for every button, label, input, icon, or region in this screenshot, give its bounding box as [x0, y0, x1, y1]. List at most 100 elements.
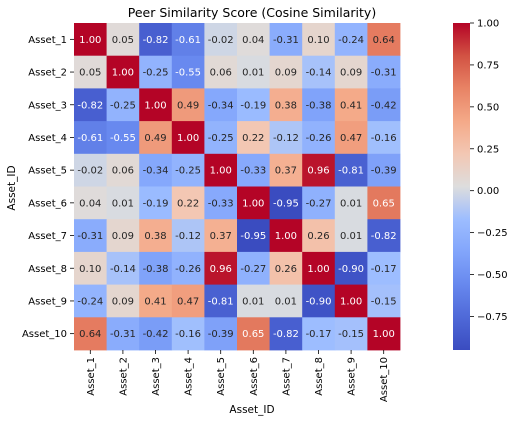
cell-value-label: 0.65 [373, 198, 395, 209]
cell-value-label: 0.22 [242, 133, 264, 144]
cell-value-label: -0.19 [143, 198, 169, 209]
cell-value-label: -0.14 [110, 264, 136, 275]
heatmap-cell [204, 55, 238, 89]
row-tick-label: Asset_10 [22, 329, 67, 340]
heatmap-cell [367, 23, 401, 57]
heatmap-cell [367, 121, 401, 155]
colorbar [453, 23, 470, 350]
heatmap-cell [139, 186, 173, 220]
heatmap-cell [334, 153, 368, 187]
cell-value-label: 1.00 [112, 68, 134, 79]
cell-value-label: -0.26 [175, 264, 201, 275]
colorbar-tick-label: 0.00 [477, 186, 499, 197]
row-tick-label: Asset_8 [28, 264, 67, 275]
heatmap-cell [171, 23, 205, 57]
cell-value-label: 1.00 [275, 231, 297, 242]
cell-value-label: 0.05 [112, 35, 134, 46]
cell-value-label: 0.49 [177, 100, 199, 111]
heatmap-cell [269, 251, 303, 285]
heatmap-cell [204, 88, 238, 122]
heatmap-cell [237, 251, 270, 285]
cell-value-label: 0.41 [144, 296, 166, 307]
heatmap-cell [334, 88, 368, 122]
heatmap-cell [204, 23, 238, 57]
heatmap-cell [334, 55, 368, 89]
row-tick-label: Asset_9 [28, 296, 67, 307]
cell-value-label: -0.81 [338, 166, 364, 177]
heatmap-cell [106, 121, 140, 155]
heatmap-cell [171, 121, 205, 155]
heatmap-cell [139, 88, 173, 122]
cell-value-label: -0.25 [208, 133, 234, 144]
cell-value-label: 0.06 [210, 68, 232, 79]
heatmap-cell [302, 219, 336, 253]
cell-value-label: -0.27 [240, 264, 266, 275]
cell-value-label: -0.39 [208, 329, 234, 340]
heatmap-cell [367, 317, 401, 351]
heatmap-cell [269, 121, 303, 155]
cell-value-label: 1.00 [340, 296, 362, 307]
cell-value-label: -0.31 [371, 68, 397, 79]
heatmap-cell [139, 153, 173, 187]
cell-value-label: 0.10 [307, 35, 329, 46]
row-tick-label: Asset_6 [28, 198, 67, 209]
cell-value-label: -0.15 [371, 296, 397, 307]
heatmap-cell [367, 55, 401, 89]
cell-value-label: 0.09 [112, 231, 134, 242]
cell-value-label: -0.24 [338, 35, 364, 46]
heatmap-cell [302, 153, 336, 187]
column-tick-label: Asset_1 [86, 357, 97, 396]
heatmap-cell [302, 55, 336, 89]
heatmap-cell [237, 317, 270, 351]
heatmap-cell [237, 186, 270, 220]
colorbar-tick-label: 0.50 [477, 102, 499, 113]
row-tick-labels: Asset_1 Asset_2 Asset_3 Asset_4 Asset_5 Asset… [22, 35, 74, 340]
row-tick-label: Asset_3 [28, 100, 67, 111]
heatmap-cell [171, 153, 205, 187]
cell-value-label: -0.17 [371, 264, 397, 275]
heatmap-cell [237, 23, 270, 57]
cell-value-label: -0.12 [175, 231, 201, 242]
heatmap-cell [171, 284, 205, 318]
heatmap-cell [302, 317, 336, 351]
heatmap-cell [367, 88, 401, 122]
cell-value-label: -0.16 [371, 133, 397, 144]
heatmap-cell [367, 219, 401, 253]
heatmap-cell [204, 121, 238, 155]
heatmap-cell [74, 121, 107, 155]
heatmap-cell [269, 186, 303, 220]
cell-value-label: 0.65 [242, 329, 264, 340]
cell-value-label: 0.37 [210, 231, 232, 242]
cell-value-label: -0.16 [175, 329, 201, 340]
cell-value-label: 1.00 [307, 264, 329, 275]
heatmap-cell [334, 284, 368, 318]
column-tick-label: Asset_9 [347, 357, 358, 396]
cell-value-label: 1.00 [242, 198, 264, 209]
cell-value-label: -0.39 [371, 166, 397, 177]
column-tick-label: Asset_4 [184, 357, 195, 396]
cell-value-label: -0.82 [143, 35, 169, 46]
heatmap-cell [171, 317, 205, 351]
colorbar-tick-label: −0.25 [477, 228, 508, 239]
cell-value-label: -0.90 [306, 296, 332, 307]
cell-value-label: 0.96 [307, 166, 329, 177]
cell-value-label: -0.55 [175, 68, 201, 79]
heatmap-cell [269, 55, 303, 89]
heatmap-cell [367, 251, 401, 285]
cell-value-label: 0.01 [242, 296, 264, 307]
cell-value-label: -0.95 [273, 198, 299, 209]
heatmap-cell [204, 186, 238, 220]
heatmap-cell [74, 55, 107, 89]
heatmap-cell [302, 251, 336, 285]
cell-value-label: 0.96 [210, 264, 232, 275]
cell-value-label: 0.37 [275, 166, 297, 177]
cell-value-label: -0.55 [110, 133, 136, 144]
cell-value-label: 0.49 [144, 133, 166, 144]
cell-value-label: 1.00 [373, 329, 395, 340]
heatmap-cell [74, 88, 107, 122]
column-tick-labels: Asset_1 Asset_2 Asset_3 Asset_4 Asset_5 Asset… [86, 350, 390, 402]
heatmap-cell [367, 284, 401, 318]
heatmap-cell [106, 153, 140, 187]
cell-value-label: -0.81 [208, 296, 234, 307]
